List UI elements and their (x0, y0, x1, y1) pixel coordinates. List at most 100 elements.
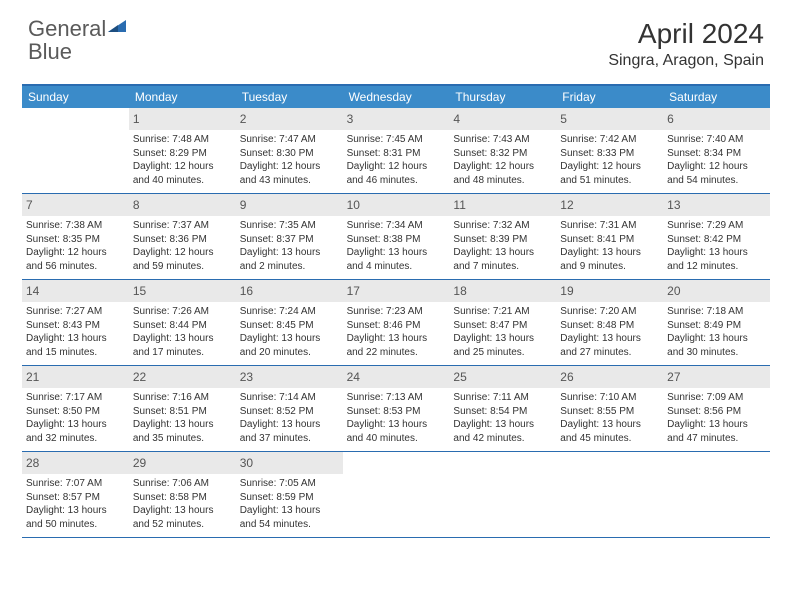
day-number: 16 (240, 284, 253, 298)
day-number-row: 2 (236, 108, 343, 130)
day-number: 28 (26, 456, 39, 470)
day-cell: 7Sunrise: 7:38 AMSunset: 8:35 PMDaylight… (22, 194, 129, 279)
day-cell: 14 Sunrise: 7:27 AMSunset: 8:43 PMDayligh… (22, 280, 129, 365)
day-number-row: 26 (556, 366, 663, 388)
day-cell: 18 Sunrise: 7:21 AMSunset: 8:47 PMDayligh… (449, 280, 556, 365)
day-number-row (663, 452, 770, 456)
header: General Blue April 2024 Singra, Aragon, … (0, 0, 792, 78)
day-cell: 28 Sunrise: 7:07 AMSunset: 8:57 PMDayligh… (22, 452, 129, 537)
day-number: 18 (453, 284, 466, 298)
day-cell: 4 Sunrise: 7:43 AMSunset: 8:32 PMDaylight… (449, 108, 556, 193)
day-number-row (343, 452, 450, 456)
day-info: Sunrise: 7:35 AMSunset: 8:37 PMDaylight:… (240, 219, 339, 273)
day-info: Sunrise: 7:09 AMSunset: 8:56 PMDaylight:… (667, 391, 766, 445)
day-info: Sunrise: 7:32 AMSunset: 8:39 PMDaylight:… (453, 219, 552, 273)
day-number: 14 (26, 284, 39, 298)
day-number: 19 (560, 284, 573, 298)
day-cell: 30 Sunrise: 7:05 AMSunset: 8:59 PMDayligh… (236, 452, 343, 537)
day-info: Sunrise: 7:34 AMSunset: 8:38 PMDaylight:… (347, 219, 446, 273)
day-number-row: 25 (449, 366, 556, 388)
logo-triangle-icon (108, 18, 130, 39)
day-number: 6 (667, 112, 674, 126)
day-number-row: 16 (236, 280, 343, 302)
day-number-row: 27 (663, 366, 770, 388)
week-row: 28 Sunrise: 7:07 AMSunset: 8:57 PMDayligh… (22, 452, 770, 538)
week-row: 14 Sunrise: 7:27 AMSunset: 8:43 PMDayligh… (22, 280, 770, 366)
day-info: Sunrise: 7:10 AMSunset: 8:55 PMDaylight:… (560, 391, 659, 445)
day-info: Sunrise: 7:07 AMSunset: 8:57 PMDaylight:… (26, 477, 125, 531)
day-number-row: 5 (556, 108, 663, 130)
day-info: Sunrise: 7:14 AMSunset: 8:52 PMDaylight:… (240, 391, 339, 445)
day-number-row: 3 (343, 108, 450, 130)
day-cell: 29Sunrise: 7:06 AMSunset: 8:58 PMDayligh… (129, 452, 236, 537)
day-number-row: 14 (22, 280, 129, 302)
day-number-row: 19 (556, 280, 663, 302)
day-number-row: 10 (343, 194, 450, 216)
day-info: Sunrise: 7:11 AMSunset: 8:54 PMDaylight:… (453, 391, 552, 445)
day-info: Sunrise: 7:21 AMSunset: 8:47 PMDaylight:… (453, 305, 552, 359)
day-cell: 27 Sunrise: 7:09 AMSunset: 8:56 PMDayligh… (663, 366, 770, 451)
day-header-cell: Monday (129, 86, 236, 108)
day-info: Sunrise: 7:48 AMSunset: 8:29 PMDaylight:… (133, 133, 232, 187)
day-number-row: 4 (449, 108, 556, 130)
week-row: 7Sunrise: 7:38 AMSunset: 8:35 PMDaylight… (22, 194, 770, 280)
calendar: SundayMondayTuesdayWednesdayThursdayFrid… (22, 84, 770, 538)
location: Singra, Aragon, Spain (608, 52, 764, 70)
day-info: Sunrise: 7:43 AMSunset: 8:32 PMDaylight:… (453, 133, 552, 187)
day-number-row: 1 (129, 108, 236, 130)
day-header-cell: Sunday (22, 86, 129, 108)
day-cell: 12 Sunrise: 7:31 AMSunset: 8:41 PMDayligh… (556, 194, 663, 279)
day-cell: 3 Sunrise: 7:45 AMSunset: 8:31 PMDaylight… (343, 108, 450, 193)
day-number-row: 13 (663, 194, 770, 216)
day-number-row: 17 (343, 280, 450, 302)
day-info: Sunrise: 7:05 AMSunset: 8:59 PMDaylight:… (240, 477, 339, 531)
day-cell: 9 Sunrise: 7:35 AMSunset: 8:37 PMDaylight… (236, 194, 343, 279)
day-number: 22 (133, 370, 146, 384)
day-number: 13 (667, 198, 680, 212)
day-info: Sunrise: 7:27 AMSunset: 8:43 PMDaylight:… (26, 305, 125, 359)
empty-day-cell (449, 452, 556, 537)
day-header-cell: Tuesday (236, 86, 343, 108)
day-number: 21 (26, 370, 39, 384)
day-number-row: 9 (236, 194, 343, 216)
day-info: Sunrise: 7:13 AMSunset: 8:53 PMDaylight:… (347, 391, 446, 445)
day-number: 12 (560, 198, 573, 212)
day-info: Sunrise: 7:45 AMSunset: 8:31 PMDaylight:… (347, 133, 446, 187)
day-number: 7 (26, 198, 33, 212)
day-cell: 10 Sunrise: 7:34 AMSunset: 8:38 PMDayligh… (343, 194, 450, 279)
day-info: Sunrise: 7:37 AMSunset: 8:36 PMDaylight:… (133, 219, 232, 273)
day-info: Sunrise: 7:31 AMSunset: 8:41 PMDaylight:… (560, 219, 659, 273)
day-number: 3 (347, 112, 354, 126)
logo-text-gray: General (28, 16, 106, 41)
day-number: 5 (560, 112, 567, 126)
day-number: 27 (667, 370, 680, 384)
empty-day-cell (663, 452, 770, 537)
day-info: Sunrise: 7:29 AMSunset: 8:42 PMDaylight:… (667, 219, 766, 273)
week-row: 21Sunrise: 7:17 AMSunset: 8:50 PMDayligh… (22, 366, 770, 452)
day-cell: 22Sunrise: 7:16 AMSunset: 8:51 PMDayligh… (129, 366, 236, 451)
day-number: 15 (133, 284, 146, 298)
day-number: 23 (240, 370, 253, 384)
day-cell: 8Sunrise: 7:37 AMSunset: 8:36 PMDaylight… (129, 194, 236, 279)
day-cell: 19 Sunrise: 7:20 AMSunset: 8:48 PMDayligh… (556, 280, 663, 365)
day-number-row: 12 (556, 194, 663, 216)
day-number: 11 (453, 198, 465, 212)
logo: General Blue (28, 18, 130, 64)
day-number: 2 (240, 112, 247, 126)
week-row: 1 Sunrise: 7:48 AMSunset: 8:29 PMDaylight… (22, 108, 770, 194)
day-cell: 23 Sunrise: 7:14 AMSunset: 8:52 PMDayligh… (236, 366, 343, 451)
day-number-row: 30 (236, 452, 343, 474)
day-number: 24 (347, 370, 360, 384)
day-number-row: 29 (129, 452, 236, 474)
day-cell: 13 Sunrise: 7:29 AMSunset: 8:42 PMDayligh… (663, 194, 770, 279)
day-number: 17 (347, 284, 360, 298)
day-info: Sunrise: 7:20 AMSunset: 8:48 PMDaylight:… (560, 305, 659, 359)
day-cell: 21Sunrise: 7:17 AMSunset: 8:50 PMDayligh… (22, 366, 129, 451)
day-info: Sunrise: 7:18 AMSunset: 8:49 PMDaylight:… (667, 305, 766, 359)
month-title: April 2024 (608, 18, 764, 50)
day-number-row (449, 452, 556, 456)
day-number: 29 (133, 456, 146, 470)
day-info: Sunrise: 7:26 AMSunset: 8:44 PMDaylight:… (133, 305, 232, 359)
day-number-row (556, 452, 663, 456)
day-cell: 16Sunrise: 7:24 AMSunset: 8:45 PMDayligh… (236, 280, 343, 365)
